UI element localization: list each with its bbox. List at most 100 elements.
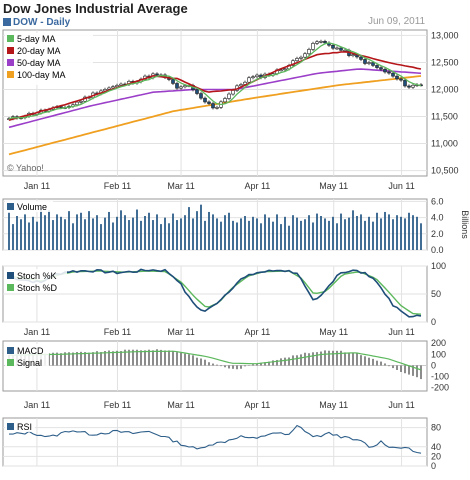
- volume-bar: [260, 223, 262, 250]
- price-candle: [179, 86, 183, 89]
- macd-histogram-bar: [396, 365, 398, 370]
- macd-histogram-bar: [164, 350, 166, 366]
- price-candle: [75, 101, 79, 106]
- macd-histogram-bar: [360, 355, 362, 366]
- price-candle: [279, 69, 283, 72]
- macd-histogram-bar: [96, 351, 98, 366]
- volume-axis-title: Billions: [460, 210, 470, 239]
- macd-histogram-bar: [180, 352, 182, 366]
- volume-bar: [116, 216, 118, 250]
- macd-histogram-bar: [184, 353, 186, 366]
- volume-bar: [352, 210, 354, 250]
- macd-ytick: -200: [431, 383, 449, 393]
- chart-title: Dow Jones Industrial Average: [3, 1, 188, 16]
- volume-bar: [244, 216, 246, 250]
- macd-histogram-bar: [128, 349, 130, 366]
- volume-bar: [152, 220, 154, 250]
- volume-bar: [156, 214, 158, 250]
- price-candle: [115, 85, 119, 87]
- price-legend-swatch: [7, 59, 14, 66]
- volume-bar: [44, 215, 46, 250]
- price-candle: [183, 85, 187, 88]
- chart-date: Jun 09, 2011: [368, 16, 426, 27]
- x-axis-label: Mar 11: [167, 181, 194, 191]
- volume-bar: [120, 210, 122, 250]
- price-candle: [195, 89, 199, 94]
- volume-bar: [288, 225, 290, 250]
- macd-histogram-bar: [92, 352, 94, 366]
- volume-bar: [124, 215, 126, 250]
- volume-bar: [328, 220, 330, 250]
- volume-bar: [220, 221, 222, 250]
- macd-histogram-bar: [80, 351, 82, 366]
- volume-bar: [376, 212, 378, 250]
- price-candle: [407, 85, 411, 88]
- macd-histogram-bar: [324, 350, 326, 366]
- price-ytick: 13,000: [431, 30, 459, 40]
- macd-histogram-bar: [392, 365, 394, 369]
- macd-histogram-bar: [420, 365, 422, 380]
- volume-bar: [28, 222, 30, 250]
- volume-bar: [228, 212, 230, 250]
- volume-bar: [272, 221, 274, 250]
- volume-bar: [108, 211, 110, 250]
- macd-histogram-bar: [372, 358, 374, 366]
- macd-histogram-bar: [296, 355, 298, 366]
- macd-histogram-bar: [304, 352, 306, 366]
- macd-histogram-bar: [220, 365, 222, 367]
- macd-histogram-bar: [56, 352, 58, 366]
- volume-legend-bg: [5, 201, 53, 212]
- x-axis-label: May 11: [319, 327, 348, 337]
- price-ytick: 10,500: [431, 166, 459, 176]
- macd-histogram-bar: [336, 350, 338, 366]
- macd-histogram-bar: [400, 365, 402, 372]
- volume-legend-label: Volume: [17, 202, 47, 212]
- stochastic-ytick: 50: [431, 289, 441, 299]
- volume-bar: [204, 220, 206, 250]
- price-candle: [335, 47, 339, 50]
- macd-histogram-bar: [272, 360, 274, 366]
- macd-histogram-bar: [172, 351, 174, 366]
- volume-bar: [232, 220, 234, 250]
- macd-histogram-bar: [268, 361, 270, 366]
- price-legend-label: 50-day MA: [17, 58, 61, 68]
- x-axis-label: Jan 11: [24, 327, 50, 337]
- price-candle: [107, 87, 111, 90]
- price-candle: [247, 77, 251, 83]
- macd-histogram-bar: [228, 365, 230, 369]
- macd-histogram-bar: [408, 365, 410, 375]
- price-candle: [387, 71, 391, 74]
- price-candle: [175, 83, 179, 89]
- volume-bar: [216, 218, 218, 250]
- price-candle: [319, 41, 323, 43]
- macd-histogram-bar: [300, 354, 302, 366]
- price-candle: [239, 84, 243, 87]
- volume-bar: [300, 220, 302, 250]
- price-candle: [255, 74, 259, 78]
- macd-histogram-bar: [364, 356, 366, 366]
- stochastic-ytick: 100: [431, 261, 446, 271]
- volume-ytick: 4.0: [431, 213, 444, 223]
- volume-bar: [416, 216, 418, 250]
- volume-bar: [8, 212, 10, 250]
- stoch-legend-label: Stoch %K: [17, 271, 57, 281]
- price-candle: [351, 54, 355, 56]
- volume-ytick: 0.0: [431, 245, 444, 255]
- macd-histogram-bar: [264, 362, 266, 366]
- volume-bar: [188, 207, 190, 250]
- macd-ytick: 0: [431, 360, 436, 370]
- price-candle: [367, 62, 371, 64]
- volume-bar: [264, 214, 266, 250]
- volume-bar: [164, 217, 166, 250]
- x-axis-label: Feb 11: [104, 181, 131, 191]
- volume-bar: [72, 223, 74, 250]
- volume-bar: [208, 211, 210, 250]
- macd-histogram-bar: [112, 351, 114, 366]
- volume-bar: [112, 222, 114, 250]
- price-candle: [119, 83, 123, 86]
- macd-histogram-bar: [104, 351, 106, 366]
- price-candle: [403, 79, 407, 87]
- price-legend-swatch: [7, 47, 14, 54]
- volume-bar: [192, 218, 194, 250]
- volume-bar: [40, 207, 42, 250]
